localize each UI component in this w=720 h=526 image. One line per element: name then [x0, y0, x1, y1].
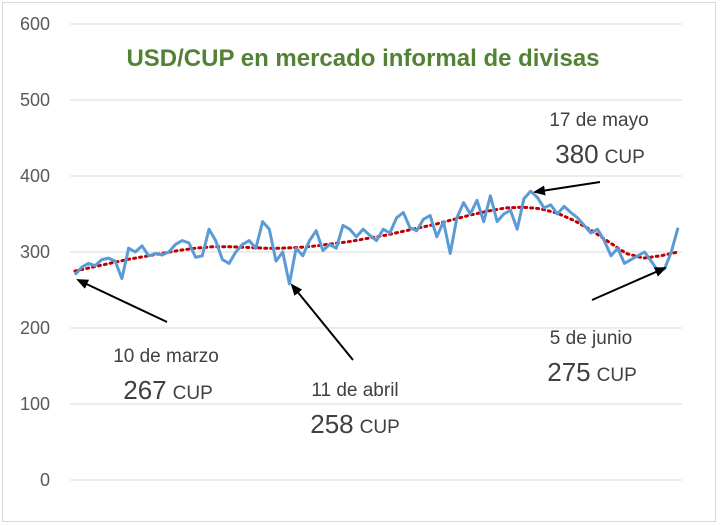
- annotation-may: 17 de mayo 380 CUP: [549, 110, 648, 169]
- annotation-value: 275: [547, 357, 590, 387]
- y-axis-ticks: 0 100 200 300 400 500 600: [20, 14, 50, 490]
- y-tick-label: 500: [20, 90, 50, 110]
- annotation-date: 10 de marzo: [113, 346, 219, 367]
- y-tick-label: 0: [40, 470, 50, 490]
- annotation-date: 11 de abril: [311, 380, 398, 401]
- annotation-unit: CUP: [605, 147, 645, 168]
- y-tick-label: 300: [20, 242, 50, 262]
- annotation-unit: CUP: [597, 365, 637, 386]
- annotation-unit: CUP: [173, 383, 213, 404]
- annotation-value-line: 380 CUP: [555, 139, 645, 169]
- annotation-value: 267: [123, 375, 166, 405]
- trend-line-group: [73, 205, 680, 273]
- series-line-group: [73, 189, 680, 286]
- annotation-value-line: 275 CUP: [547, 357, 637, 387]
- annotation-date: 5 de junio: [550, 328, 632, 349]
- arrow-march: [76, 279, 168, 323]
- annotation-value: 258: [310, 409, 353, 439]
- arrow-april: [290, 283, 354, 361]
- y-tick-label: 100: [20, 394, 50, 414]
- annotation-june: 5 de junio 275 CUP: [547, 328, 637, 387]
- annotation-value-line: 267 CUP: [123, 375, 213, 405]
- annotation-april: 11 de abril 258 CUP: [310, 380, 400, 439]
- trend-line: [73, 205, 680, 273]
- y-tick-label: 200: [20, 318, 50, 338]
- series-line: [73, 189, 680, 286]
- annotation-march: 10 de marzo 267 CUP: [113, 346, 219, 405]
- annotation-unit: CUP: [360, 417, 400, 438]
- chart-title: USD/CUP en mercado informal de divisas: [126, 45, 599, 72]
- arrow-may: [533, 181, 601, 196]
- y-tick-label: 400: [20, 166, 50, 186]
- annotation-value-line: 258 CUP: [310, 409, 400, 439]
- arrow-june: [591, 267, 667, 301]
- annotation-value: 380: [555, 139, 598, 169]
- gridlines: [70, 23, 682, 481]
- y-tick-label: 600: [20, 14, 50, 34]
- annotation-date: 17 de mayo: [549, 110, 648, 131]
